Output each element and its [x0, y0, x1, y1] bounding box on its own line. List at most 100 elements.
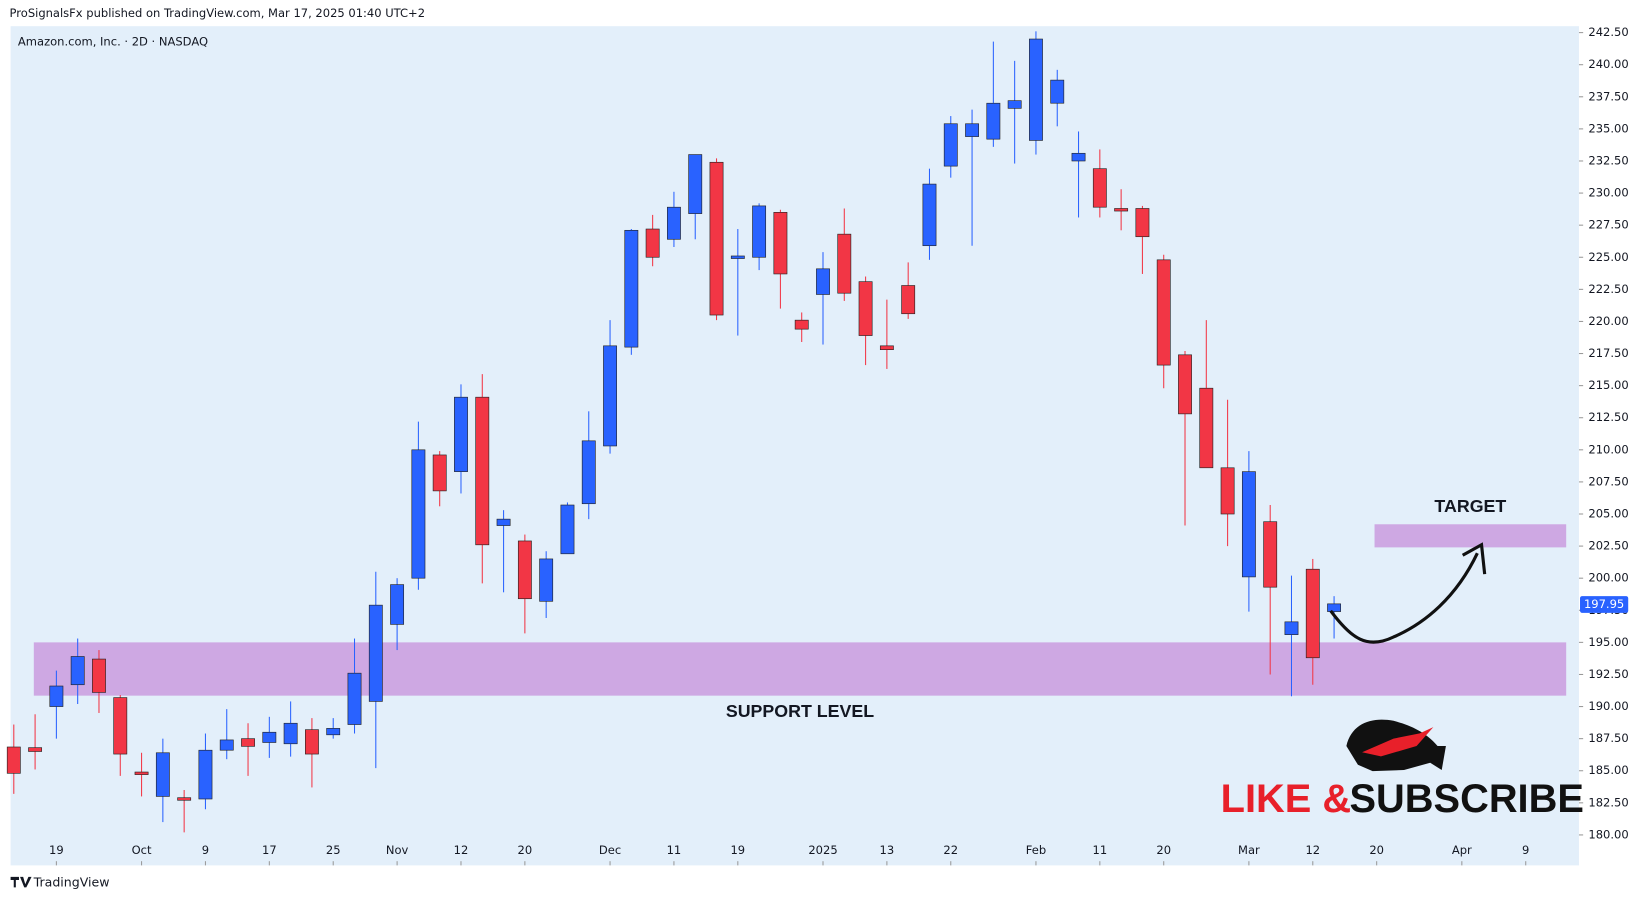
x-tick-label: 11 — [1093, 843, 1108, 857]
candle-body — [283, 722, 298, 745]
publisher-line: ProSignalsFx published on TradingView.co… — [10, 6, 426, 20]
candle-body — [368, 604, 383, 702]
zone-label: SUPPORT LEVEL — [726, 701, 874, 721]
x-tick-label: 25 — [326, 843, 341, 857]
y-tick-label: 232.50 — [1588, 153, 1628, 167]
candle-body — [496, 518, 511, 526]
x-tick-label: 13 — [880, 843, 895, 857]
candle-body — [752, 205, 767, 258]
candle-body — [943, 123, 958, 167]
candle-body — [645, 228, 660, 258]
candle-body — [965, 123, 979, 137]
candle-body — [1007, 100, 1022, 109]
arrow-head — [1461, 542, 1487, 575]
y-tick-label: 220.00 — [1588, 314, 1628, 328]
candle-body — [241, 738, 255, 747]
candle-body — [177, 797, 192, 801]
y-tick-label: 222.50 — [1588, 282, 1628, 296]
candle-body — [709, 161, 724, 316]
candle-body — [1241, 471, 1256, 578]
candle-body — [1284, 621, 1299, 635]
candle-body — [411, 449, 426, 579]
y-tick-label: 187.50 — [1588, 731, 1628, 745]
footer-logo — [10, 876, 32, 888]
candle-body — [28, 747, 43, 752]
candle-body — [70, 656, 85, 686]
x-tick-label: 22 — [943, 843, 958, 857]
candle-body — [517, 540, 532, 600]
candle-body — [1263, 521, 1278, 588]
candle-body — [986, 102, 1001, 140]
zone — [33, 642, 1567, 696]
candle-body — [603, 345, 617, 447]
y-tick-label: 180.00 — [1588, 827, 1628, 841]
y-tick-label: 242.50 — [1588, 25, 1628, 39]
y-tick-label: 202.50 — [1588, 539, 1628, 553]
last-price-label: 197.95 — [1584, 597, 1624, 611]
chart-title: Amazon.com, Inc. · 2D · NASDAQ — [18, 34, 208, 48]
y-tick-label: 225.00 — [1588, 250, 1628, 264]
y-tick-label: 185.00 — [1588, 763, 1628, 777]
candle-body — [49, 685, 64, 707]
footer-brand: TradingView — [33, 875, 110, 890]
zone — [1374, 524, 1567, 548]
x-tick-label: Apr — [1452, 843, 1472, 857]
y-tick-label: 192.50 — [1588, 667, 1628, 681]
y-tick-label: 210.00 — [1588, 442, 1628, 456]
y-tick-label: 205.00 — [1588, 507, 1628, 521]
candle-body — [1178, 354, 1192, 415]
candle-body — [432, 454, 447, 492]
candle-body — [688, 154, 703, 214]
candle-body — [1050, 79, 1065, 104]
y-tick-label: 212.50 — [1588, 410, 1628, 424]
x-tick-label: 20 — [1369, 843, 1384, 857]
x-tick-label: Nov — [386, 843, 409, 857]
marks: 180.00 182.50 185.00 187.50 190.00 192.50 195.… — [6, 25, 1629, 866]
candle-body — [390, 584, 405, 625]
candle-body — [6, 746, 21, 774]
candle-body — [624, 229, 639, 348]
x-tick-label: 19 — [730, 843, 745, 857]
candle-body — [219, 739, 234, 751]
x-tick-label: 17 — [262, 843, 277, 857]
candle-body — [922, 183, 937, 247]
x-tick-label: Oct — [132, 843, 152, 857]
zone-label: TARGET — [1434, 496, 1506, 516]
x-tick-label: Mar — [1238, 843, 1260, 857]
x-tick-label: Feb — [1026, 843, 1046, 857]
candle-body — [1156, 259, 1171, 366]
candle-body — [262, 731, 277, 743]
candle-body — [113, 697, 128, 755]
y-tick-label: 215.00 — [1588, 378, 1628, 392]
candle-body — [901, 285, 916, 315]
y-tick-label: 217.50 — [1588, 346, 1628, 360]
candle-body — [539, 558, 554, 602]
y-tick-label: 235.00 — [1588, 121, 1628, 135]
y-tick-label: 195.00 — [1588, 635, 1628, 649]
x-tick-label: Dec — [599, 843, 621, 857]
candle-body — [1199, 387, 1214, 469]
x-tick-label: 12 — [454, 843, 469, 857]
candle-body — [858, 281, 873, 336]
candle-body — [1220, 467, 1235, 515]
x-tick-label: 12 — [1305, 843, 1320, 857]
candle-body — [773, 212, 788, 275]
candle-body — [837, 233, 852, 294]
candle-body — [326, 728, 341, 736]
candle-body — [155, 752, 170, 797]
y-tick-label: 190.00 — [1588, 699, 1628, 713]
y-tick-label: 230.00 — [1588, 186, 1628, 200]
x-tick-label: 11 — [667, 843, 682, 857]
logo-text-black: SUBSCRIBE — [1350, 777, 1584, 821]
candle-body — [92, 658, 106, 693]
candle-body — [1305, 568, 1320, 659]
candle-body — [475, 396, 490, 546]
y-tick-label: 207.50 — [1588, 474, 1628, 488]
candle-body — [560, 504, 575, 555]
candle-body — [879, 345, 894, 351]
candle-body — [1135, 208, 1150, 238]
candle-body — [1092, 168, 1107, 208]
candle-body — [454, 396, 468, 472]
candle-body — [667, 206, 681, 240]
candle-body — [794, 319, 809, 330]
